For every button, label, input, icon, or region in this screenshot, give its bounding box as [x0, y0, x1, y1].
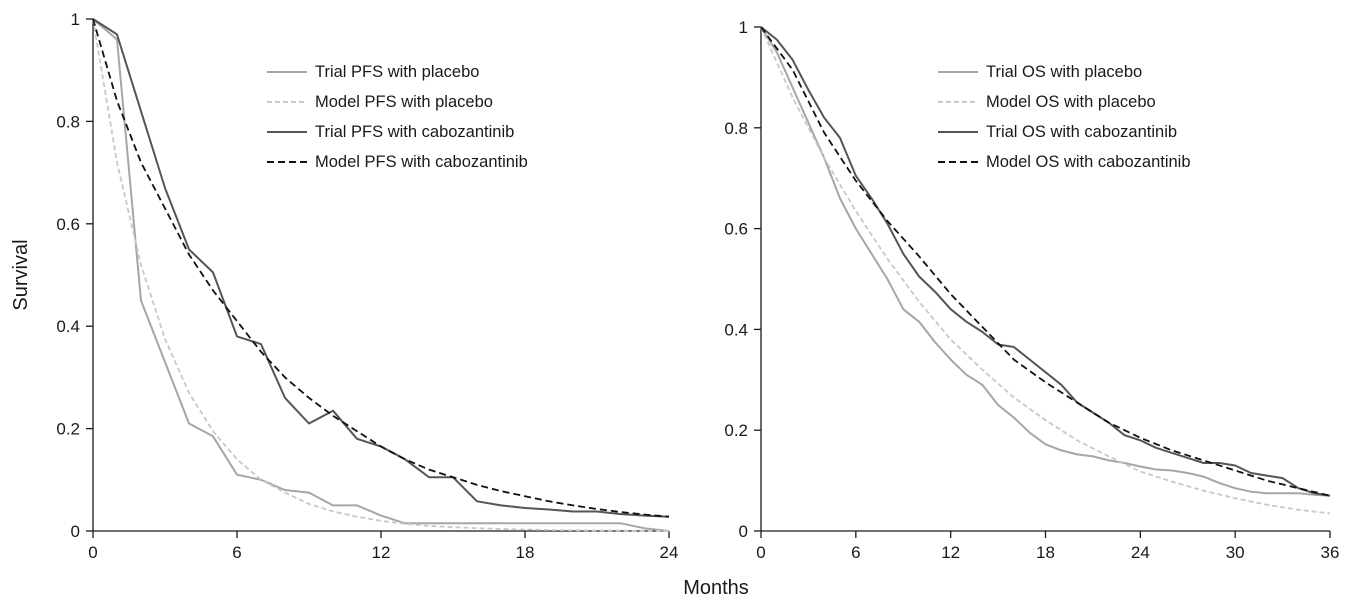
legend: Trial OS with placebo Model OS with place… — [938, 63, 1191, 171]
legend: Trial PFS with placebo Model PFS with pla… — [267, 63, 528, 171]
x-tick-label: 18 — [1036, 543, 1055, 562]
x-tick-label: 36 — [1321, 543, 1340, 562]
legend-label: Model OS with placebo — [986, 93, 1156, 111]
x-tick-label: 18 — [516, 543, 535, 562]
series-line-4 — [92, 18, 670, 518]
series-line-2 — [92, 18, 670, 532]
x-tick-label: 24 — [660, 543, 679, 562]
series-line-3 — [760, 26, 1331, 497]
x-tick-label: 0 — [88, 543, 97, 562]
x-axis-title: Months — [683, 577, 749, 599]
y-tick-label: 0.2 — [724, 421, 748, 440]
x-tick-label: 30 — [1226, 543, 1245, 562]
series-line-2 — [760, 26, 1331, 515]
legend-label: Trial OS with placebo — [986, 63, 1142, 81]
y-tick-label: 0.8 — [724, 119, 748, 138]
series-line-1 — [92, 18, 670, 532]
y-tick-label: 0 — [71, 522, 80, 541]
os-panel: 0 0.2 0.4 0.6 0.8 1 0 6 12 18 24 30 36 Trial OS with … — [724, 18, 1339, 562]
x-tick-label: 12 — [372, 543, 391, 562]
legend-label: Trial PFS with placebo — [315, 63, 479, 81]
legend-label: Model PFS with placebo — [315, 93, 493, 111]
y-tick-label: 0.6 — [56, 215, 80, 234]
series-line-1 — [760, 26, 1331, 497]
y-tick-label: 1 — [71, 10, 80, 29]
x-tick-label: 6 — [851, 543, 860, 562]
x-tick-label: 24 — [1131, 543, 1150, 562]
legend-label: Trial PFS with cabozantinib — [315, 123, 514, 141]
x-tick-label: 12 — [941, 543, 960, 562]
pfs-panel: 0 0.2 0.4 0.6 0.8 1 0 6 12 18 24 Trial PFS with pla… — [56, 10, 678, 562]
y-tick-label: 1 — [739, 18, 748, 37]
y-tick-label: 0.4 — [56, 317, 80, 336]
legend-label: Model PFS with cabozantinib — [315, 153, 528, 171]
y-tick-label: 0 — [739, 522, 748, 541]
series-line-4 — [760, 26, 1331, 497]
y-tick-label: 0.4 — [724, 320, 748, 339]
y-tick-label: 0.2 — [56, 420, 80, 439]
legend-label: Model OS with cabozantinib — [986, 153, 1191, 171]
x-tick-label: 0 — [756, 543, 765, 562]
y-tick-label: 0.6 — [724, 220, 748, 239]
x-tick-label: 6 — [232, 543, 241, 562]
y-axis-title: Survival — [10, 239, 32, 310]
y-tick-label: 0.8 — [56, 112, 80, 131]
legend-label: Trial OS with cabozantinib — [986, 123, 1177, 141]
